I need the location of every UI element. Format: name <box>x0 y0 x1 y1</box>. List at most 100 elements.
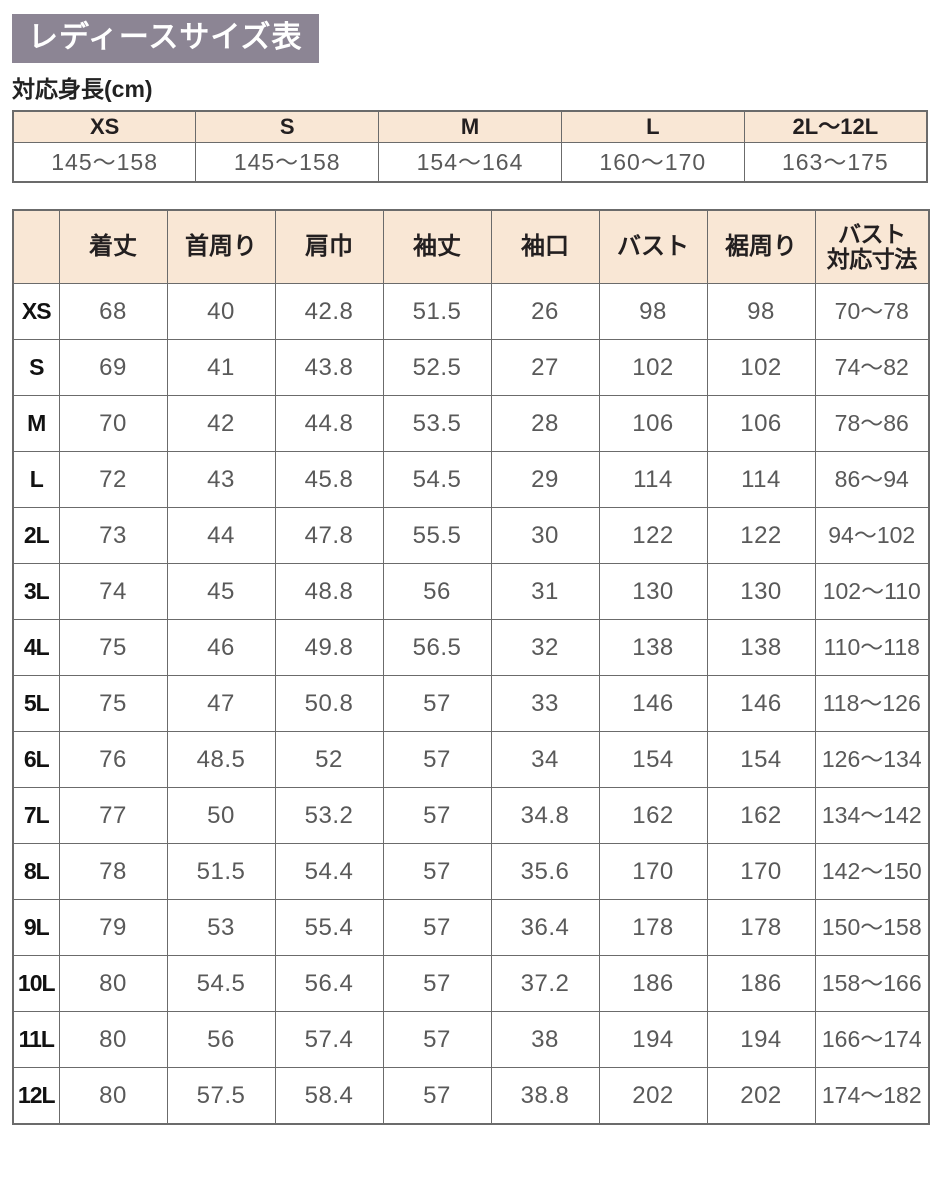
measurement-cell: 74 <box>58 562 168 620</box>
table-row: S 69 41 43.8 52.5 27 102 102 74～82 <box>12 338 930 396</box>
measurement-cell: 33 <box>490 674 600 732</box>
measurement-cell: 57 <box>382 898 492 956</box>
measurement-cell: 102 <box>598 338 708 396</box>
measurement-cell: 48.8 <box>274 562 384 620</box>
measurement-cell: 162 <box>598 786 708 844</box>
height-table-caption: 対応身長(cm) <box>12 75 153 102</box>
measurement-cell: 47.8 <box>274 506 384 564</box>
measurement-cell: 75 <box>58 674 168 732</box>
height-table-value-row: 145～158 145～158 154～164 160～170 163～175 <box>12 141 928 183</box>
measurement-cell: 57 <box>382 1066 492 1125</box>
height-range-cell: 160～170 <box>560 141 745 183</box>
measurement-cell: 56 <box>166 1010 276 1068</box>
height-size-header: L <box>560 110 745 143</box>
table-row: 11L 80 56 57.4 57 38 194 194 166～174 <box>12 1010 930 1068</box>
bust-range-cell: 158～166 <box>814 954 930 1012</box>
measurements-header-row: 着丈 首周り 肩巾 袖丈 袖口 バスト 裾周り バスト 対応寸法 <box>12 209 930 284</box>
measurement-cell: 58.4 <box>274 1066 384 1125</box>
measurement-cell: 55.4 <box>274 898 384 956</box>
measurement-cell: 98 <box>598 282 708 340</box>
height-range-cell: 145～158 <box>195 141 380 183</box>
table-row: 7L 77 50 53.2 57 34.8 162 162 134～142 <box>12 786 930 844</box>
measurement-cell: 53 <box>166 898 276 956</box>
table-row: 3L 74 45 48.8 56 31 130 130 102～110 <box>12 562 930 620</box>
measurement-cell: 45 <box>166 562 276 620</box>
height-table-header-row: XS S M L 2L～12L <box>12 110 928 143</box>
height-range-cell: 145～158 <box>12 141 197 183</box>
row-size-label: S <box>12 338 60 396</box>
measurement-cell: 138 <box>598 618 708 676</box>
bust-range-cell: 86～94 <box>814 450 930 508</box>
row-size-label: XS <box>12 282 60 340</box>
measurement-cell: 202 <box>706 1066 816 1125</box>
measurement-cell: 43 <box>166 450 276 508</box>
measurement-cell: 202 <box>598 1066 708 1125</box>
table-row: 4L 75 46 49.8 56.5 32 138 138 110～118 <box>12 618 930 676</box>
table-spacer <box>12 183 928 209</box>
measurement-cell: 34 <box>490 730 600 788</box>
height-size-header: XS <box>12 110 197 143</box>
bust-range-cell: 70～78 <box>814 282 930 340</box>
measurement-cell: 69 <box>58 338 168 396</box>
bust-range-cell: 110～118 <box>814 618 930 676</box>
measurements-column-header: 袖丈 <box>382 209 492 284</box>
height-size-header: S <box>195 110 380 143</box>
measurements-corner-cell <box>12 209 60 284</box>
bust-range-cell: 134～142 <box>814 786 930 844</box>
height-table: XS S M L 2L～12L 145～158 145～158 154～164 160～170… <box>12 109 928 183</box>
height-size-header: M <box>378 110 562 143</box>
measurement-cell: 53.5 <box>382 394 492 452</box>
measurement-cell: 57 <box>382 842 492 900</box>
measurement-cell: 170 <box>706 842 816 900</box>
measurement-cell: 80 <box>58 1010 168 1068</box>
measurement-cell: 56 <box>382 562 492 620</box>
measurement-cell: 146 <box>598 674 708 732</box>
measurement-cell: 38.8 <box>490 1066 600 1125</box>
table-row: 8L 78 51.5 54.4 57 35.6 170 170 142～150 <box>12 842 930 900</box>
measurement-cell: 138 <box>706 618 816 676</box>
measurement-cell: 70 <box>58 394 168 452</box>
measurement-cell: 72 <box>58 450 168 508</box>
measurement-cell: 76 <box>58 730 168 788</box>
measurement-cell: 32 <box>490 618 600 676</box>
measurements-column-header: 着丈 <box>58 209 168 284</box>
measurement-cell: 80 <box>58 1066 168 1125</box>
measurement-cell: 154 <box>598 730 708 788</box>
measurement-cell: 45.8 <box>274 450 384 508</box>
measurement-cell: 186 <box>706 954 816 1012</box>
measurement-cell: 57 <box>382 674 492 732</box>
measurements-column-header: 肩巾 <box>274 209 384 284</box>
page-title: レディースサイズ表 <box>12 14 319 63</box>
measurement-cell: 47 <box>166 674 276 732</box>
measurement-cell: 114 <box>706 450 816 508</box>
measurement-cell: 57 <box>382 954 492 1012</box>
measurement-cell: 37.2 <box>490 954 600 1012</box>
measurement-cell: 43.8 <box>274 338 384 396</box>
measurement-cell: 55.5 <box>382 506 492 564</box>
table-row: 10L 80 54.5 56.4 57 37.2 186 186 158～166 <box>12 954 930 1012</box>
measurement-cell: 44 <box>166 506 276 564</box>
row-size-label: 5L <box>12 674 60 732</box>
row-size-label: 3L <box>12 562 60 620</box>
measurement-cell: 36.4 <box>490 898 600 956</box>
table-row: 6L 76 48.5 52 57 34 154 154 126～134 <box>12 730 930 788</box>
measurement-cell: 57 <box>382 730 492 788</box>
measurements-column-header: 袖口 <box>490 209 600 284</box>
row-size-label: 10L <box>12 954 60 1012</box>
measurement-cell: 57.4 <box>274 1010 384 1068</box>
measurement-cell: 68 <box>58 282 168 340</box>
measurement-cell: 57 <box>382 1010 492 1068</box>
bust-range-cell: 102～110 <box>814 562 930 620</box>
row-size-label: 7L <box>12 786 60 844</box>
measurement-cell: 178 <box>598 898 708 956</box>
measurement-cell: 122 <box>706 506 816 564</box>
measurements-column-header: 裾周り <box>706 209 816 284</box>
measurement-cell: 41 <box>166 338 276 396</box>
row-size-label: L <box>12 450 60 508</box>
height-range-cell: 163～175 <box>743 141 928 183</box>
measurement-cell: 48.5 <box>166 730 276 788</box>
measurement-cell: 28 <box>490 394 600 452</box>
measurement-cell: 146 <box>706 674 816 732</box>
measurement-cell: 194 <box>706 1010 816 1068</box>
bust-range-cell: 78～86 <box>814 394 930 452</box>
